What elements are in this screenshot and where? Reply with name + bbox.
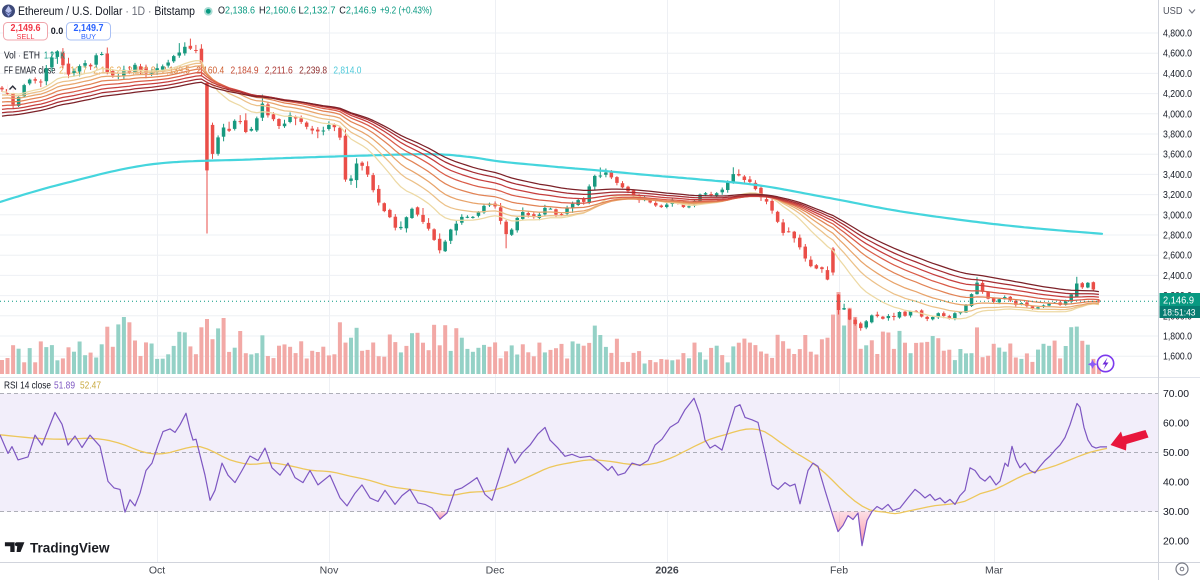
svg-text:2,600.0: 2,600.0 [1163,250,1192,262]
svg-text:3,000.0: 3,000.0 [1163,209,1192,221]
svg-text:USD: USD [1163,5,1183,17]
svg-text:Oct: Oct [149,565,165,577]
svg-text:4,600.0: 4,600.0 [1163,48,1192,60]
svg-text:2,814.0: 2,814.0 [333,65,361,77]
svg-text:C2,146.9: C2,146.9 [339,6,376,17]
svg-text:60.00: 60.00 [1163,418,1189,430]
svg-text:Vol · ETH: Vol · ETH [4,50,40,62]
svg-text:4,200.0: 4,200.0 [1163,88,1192,100]
svg-text:4,400.0: 4,400.0 [1163,68,1192,80]
svg-text:2,239.8: 2,239.8 [299,65,327,77]
svg-text:70.00: 70.00 [1163,388,1189,400]
svg-text:2,800.0: 2,800.0 [1163,230,1192,242]
svg-text:1.21 K: 1.21 K [44,50,65,62]
svg-text:H2,160.6: H2,160.6 [259,6,296,17]
svg-text:L2,132.7: L2,132.7 [299,6,336,17]
svg-text:51.89: 51.89 [54,380,75,392]
svg-text:30.00: 30.00 [1163,506,1189,518]
svg-text:Mar: Mar [985,565,1004,577]
svg-text:4,000.0: 4,000.0 [1163,108,1192,120]
svg-text:52.47: 52.47 [80,380,101,392]
svg-text:18:51:43: 18:51:43 [1163,308,1196,319]
svg-text:0.0: 0.0 [51,26,64,36]
svg-text:+9.2 (+0.43%): +9.2 (+0.43%) [380,6,432,17]
svg-text:2,146.9: 2,146.9 [1163,295,1194,307]
svg-text:2,400.0: 2,400.0 [1163,270,1192,282]
svg-text:TradingView: TradingView [30,541,110,556]
svg-text:SELL: SELL [17,32,35,41]
svg-text:20.00: 20.00 [1163,536,1189,548]
svg-text:40.00: 40.00 [1163,477,1189,489]
svg-text:2026: 2026 [655,565,679,577]
svg-text:Ethereum / U.S. Dollar · 1D ·: Ethereum / U.S. Dollar · 1D · Bitstamp [18,6,195,18]
svg-text:Feb: Feb [830,565,848,577]
svg-text:1,800.0: 1,800.0 [1163,331,1192,343]
svg-text:Dec: Dec [486,565,505,577]
svg-text:50.00: 50.00 [1163,447,1189,459]
svg-text:BUY: BUY [81,32,96,41]
svg-text:2,184.9: 2,184.9 [231,65,259,77]
svg-text:Nov: Nov [320,565,339,577]
svg-text:4,800.0: 4,800.0 [1163,28,1192,40]
svg-text:1,600.0: 1,600.0 [1163,351,1192,363]
svg-text:2,211.6: 2,211.6 [265,65,293,77]
svg-text:RSI 14 close: RSI 14 close [4,380,51,392]
svg-text:3,200.0: 3,200.0 [1163,189,1192,201]
svg-text:O2,138.6: O2,138.6 [218,6,255,17]
svg-text:3,600.0: 3,600.0 [1163,149,1192,161]
svg-text:3,800.0: 3,800.0 [1163,129,1192,141]
svg-text:3,400.0: 3,400.0 [1163,169,1192,181]
